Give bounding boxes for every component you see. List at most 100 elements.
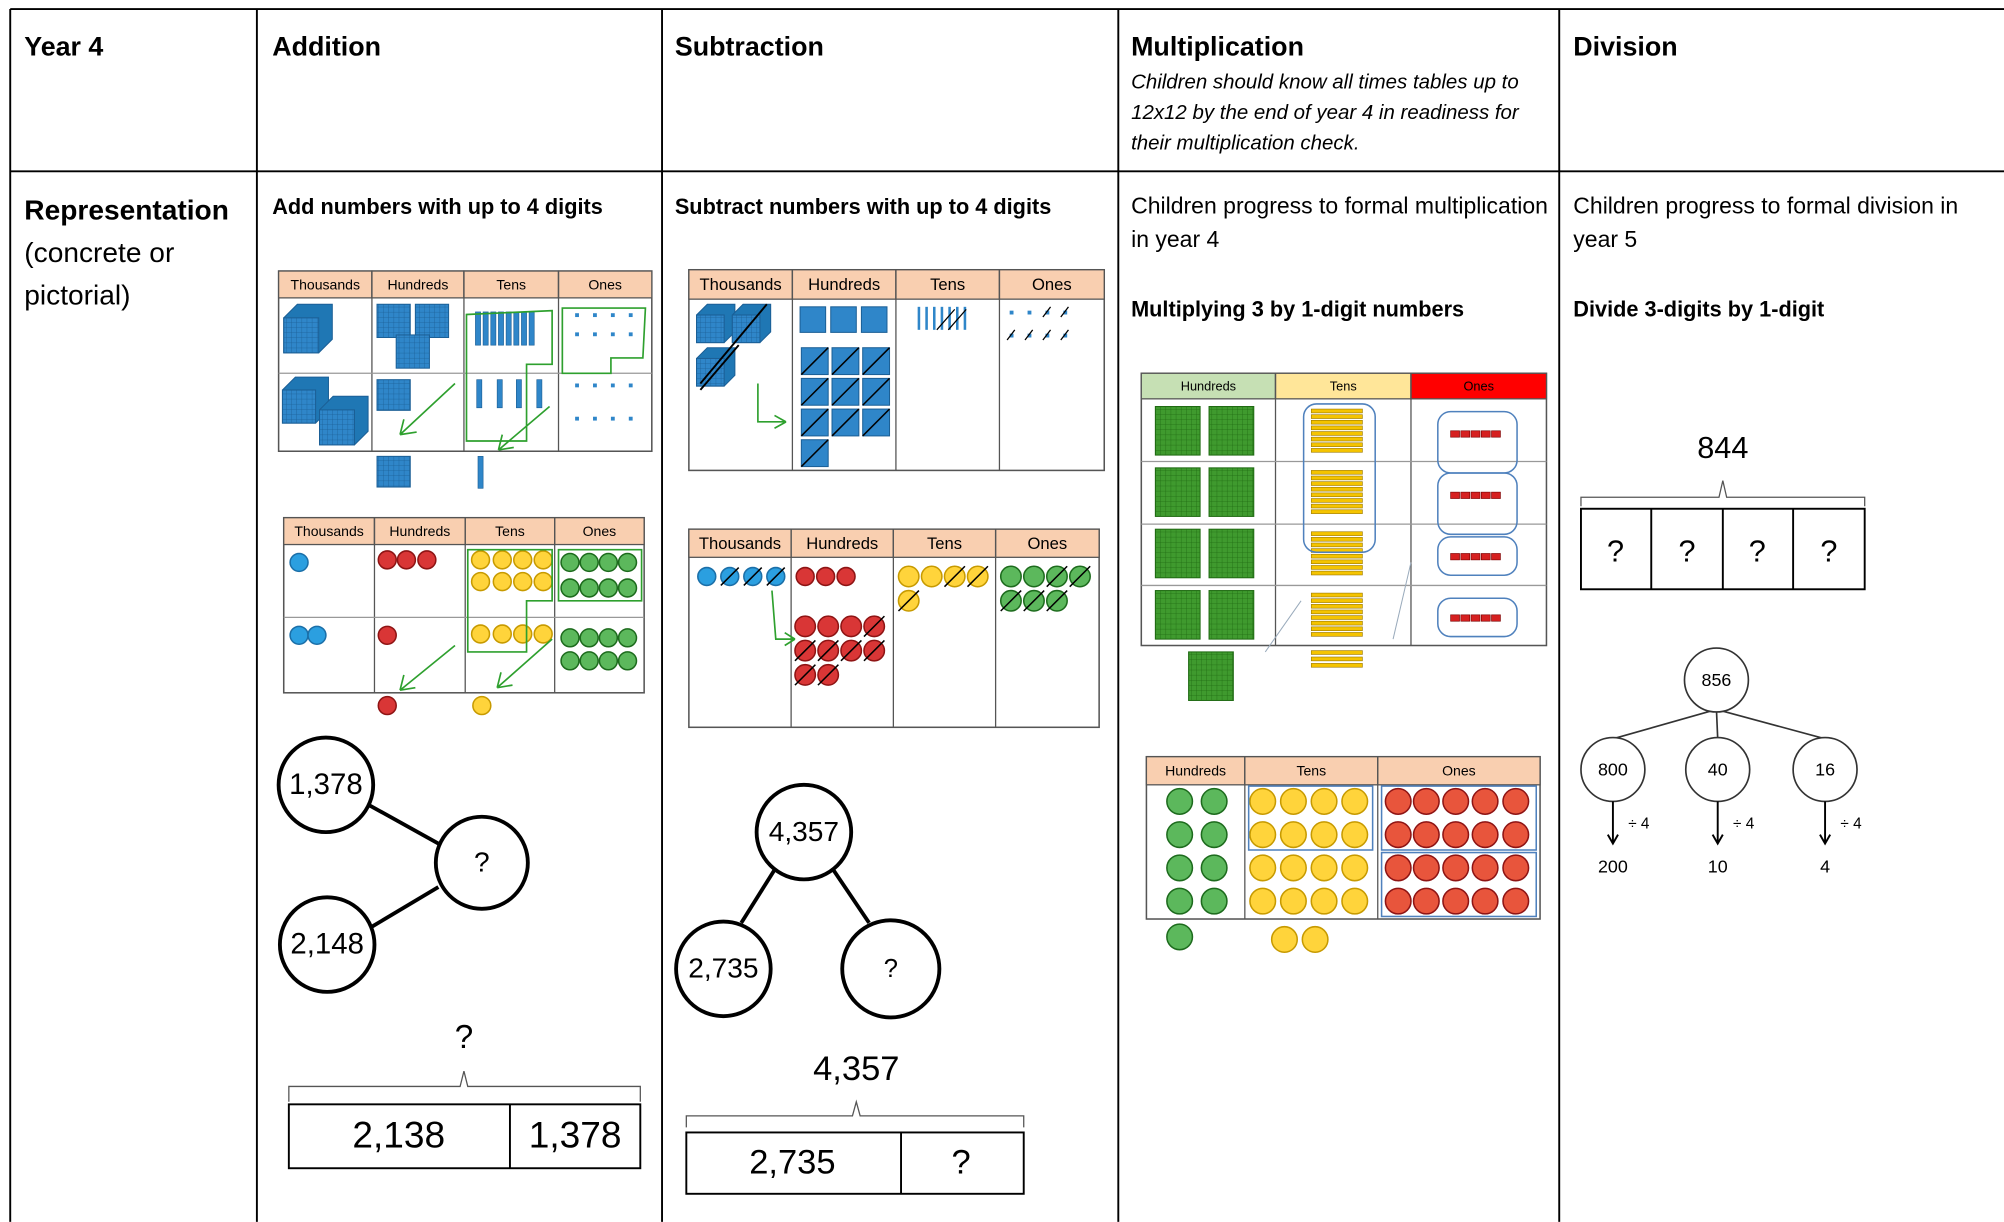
one-cube: [1045, 333, 1050, 338]
one-cube: [1460, 614, 1471, 622]
counter: [289, 625, 309, 645]
ten-rod: [1310, 592, 1363, 598]
ten-rod: [1310, 408, 1363, 414]
exchange-loop: [466, 548, 553, 653]
partition-result: 10: [1708, 857, 1728, 877]
counter: [1471, 887, 1499, 915]
cross-out: [862, 408, 891, 437]
counter: [1279, 887, 1307, 915]
ten-rod: [1310, 509, 1363, 514]
place-value-header: Tens: [927, 534, 962, 553]
one-cube: [1460, 491, 1471, 499]
place-value-header: Hundreds: [808, 275, 880, 294]
one-cube: [575, 332, 579, 337]
counter: [1200, 821, 1228, 849]
exchange-arrow: [497, 405, 551, 451]
bar-model-bar: [685, 1131, 1025, 1195]
counter: [1166, 821, 1194, 849]
cross-out: [1024, 329, 1034, 341]
partition-circle: [1683, 647, 1750, 713]
cross-out: [800, 347, 829, 376]
ten-rod: [477, 456, 484, 489]
one-cube: [593, 383, 597, 388]
counter: [815, 566, 836, 587]
one-cube: [1470, 614, 1481, 622]
counter: [920, 565, 943, 588]
partition-result: 200: [1598, 857, 1628, 877]
partition-result: 4: [1820, 857, 1830, 877]
one-cube: [593, 313, 597, 318]
bar-model-part: 1,378: [529, 1113, 622, 1155]
cross-out: [1023, 590, 1045, 612]
hundred-square: [1208, 467, 1255, 517]
counter: [1166, 923, 1194, 951]
ten-rod: [1310, 436, 1363, 442]
counter: [1471, 787, 1499, 815]
bar-model-total: 844: [1697, 431, 1748, 465]
bar-model-brace: [1580, 480, 1866, 507]
counter: [1166, 887, 1194, 915]
one-cube: [1450, 553, 1460, 561]
counter: [1384, 854, 1412, 882]
counter: [533, 550, 553, 570]
one-cube: [593, 332, 597, 337]
place-value-header-cell: [1274, 372, 1412, 400]
cross-out: [936, 308, 956, 331]
ten-rod: [1310, 559, 1363, 565]
counter: [307, 625, 327, 645]
ten-rod: [1310, 542, 1363, 548]
counter: [1279, 854, 1307, 882]
exchange-loop: [1437, 472, 1518, 536]
bar-model-part: ?: [1749, 535, 1766, 569]
ten-rod: [1310, 553, 1363, 559]
bar-model-part: ?: [1679, 535, 1696, 569]
partition-value: 800: [1598, 759, 1628, 779]
place-value-header: Ones: [1032, 275, 1072, 294]
counter: [579, 651, 599, 671]
exchange-arrow: [496, 638, 553, 689]
cross-out: [743, 567, 763, 586]
exchange-arrow: [771, 590, 796, 647]
counter: [999, 565, 1022, 588]
place-value-header: Ones: [583, 523, 617, 539]
ten-rod: [513, 311, 520, 346]
hundred-square: [1154, 528, 1201, 579]
counter: [1341, 821, 1369, 849]
counter: [1310, 854, 1338, 882]
cross-out: [699, 344, 740, 391]
counter: [617, 628, 638, 648]
cross-out: [1000, 590, 1022, 612]
one-cube: [575, 383, 579, 388]
counter: [1200, 854, 1228, 882]
one-cube: [1450, 430, 1460, 438]
cross-out: [863, 639, 885, 662]
counter: [1341, 854, 1369, 882]
partition-operation: ÷ 4: [1733, 815, 1755, 832]
place-value-header: Hundreds: [387, 276, 448, 292]
place-value-header: Hundreds: [1165, 763, 1226, 779]
exchange-loop: [1302, 403, 1376, 553]
counter: [1270, 925, 1298, 954]
place-value-header-cell: [283, 517, 376, 546]
exchange-loop: [1437, 536, 1518, 576]
counter: [1249, 787, 1277, 815]
partition-link: [1715, 709, 1719, 739]
counter: [1502, 887, 1530, 915]
column-header: Year 4: [24, 32, 103, 62]
counter: [897, 565, 920, 588]
counter: [377, 625, 397, 645]
hundred-square: [830, 306, 857, 333]
cell-intro: Children progress to formal multiplicati…: [1131, 193, 1548, 252]
counter: [1412, 854, 1440, 882]
one-cube: [610, 416, 615, 421]
row-sublabel: (concrete or pictorial): [24, 236, 175, 311]
counter: [417, 550, 437, 570]
ten-rod: [521, 311, 527, 346]
ten-rod: [1310, 663, 1363, 668]
ten-rod: [1310, 414, 1363, 419]
bar-model-total: 4,357: [813, 1050, 899, 1088]
part-whole-link: [830, 866, 871, 924]
counter: [396, 550, 417, 570]
place-value-header-cell: [1410, 372, 1548, 400]
